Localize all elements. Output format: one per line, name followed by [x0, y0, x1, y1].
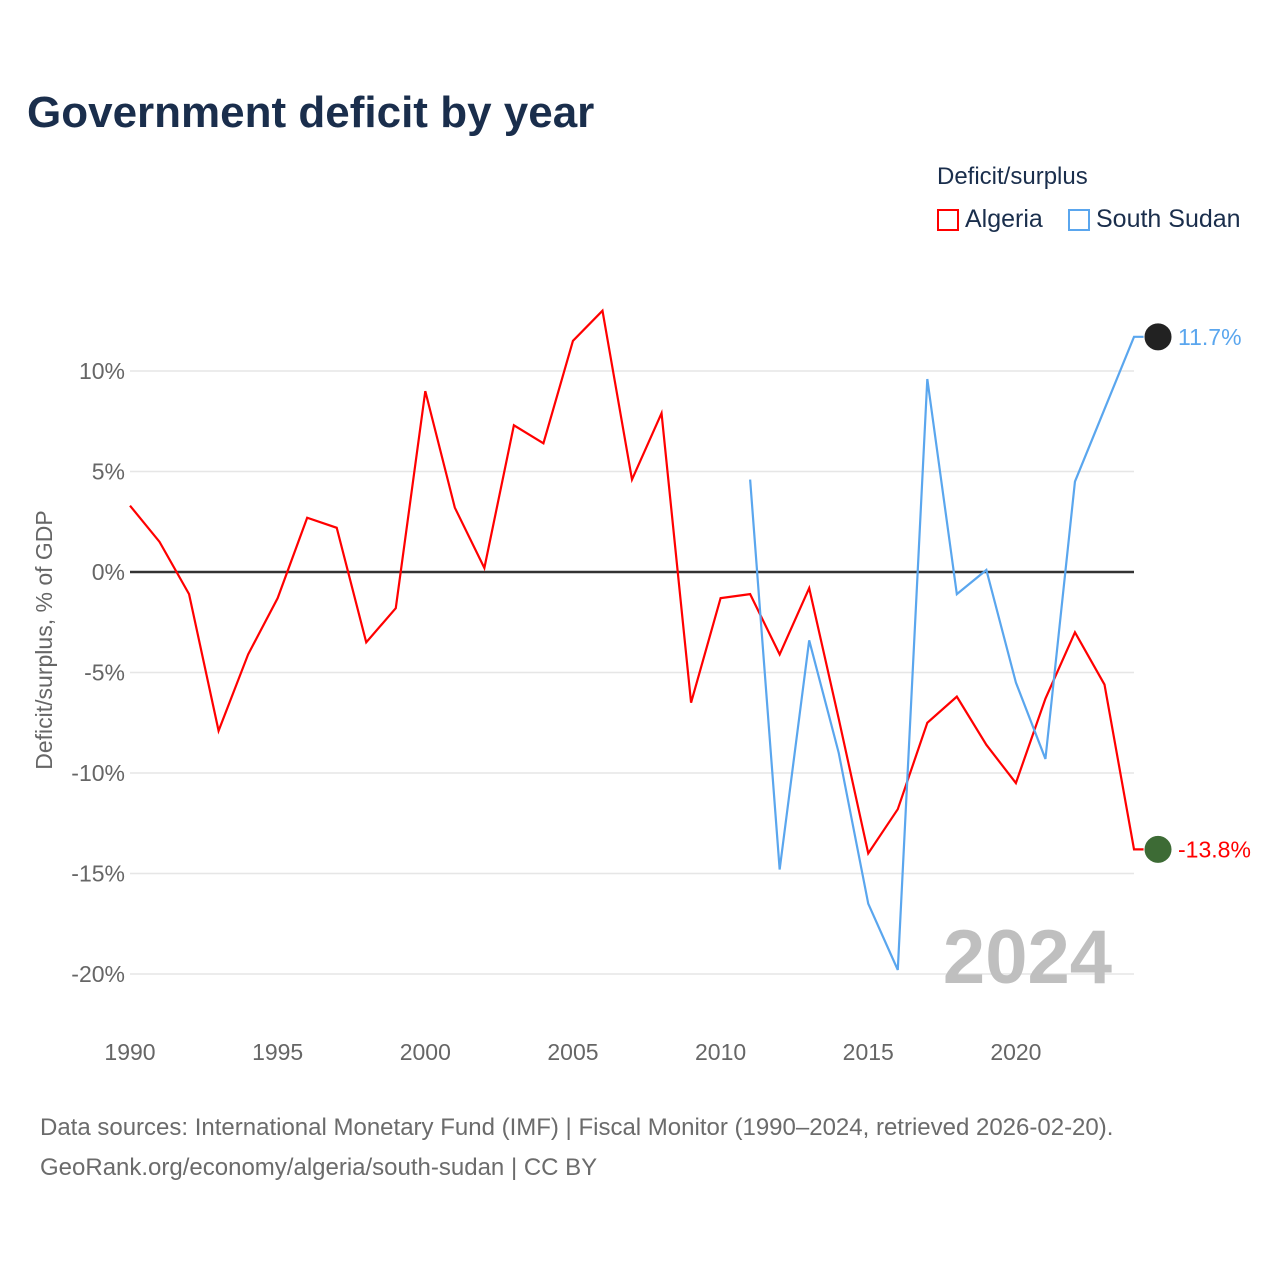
x-tick-label: 2015 [843, 1039, 894, 1065]
y-tick-label: -10% [71, 760, 125, 786]
y-axis-label: Deficit/surplus, % of GDP [31, 510, 57, 769]
y-tick-label: -20% [71, 961, 125, 987]
legend-item-algeria[interactable]: Algeria [937, 205, 1043, 234]
y-tick-label: 5% [92, 459, 125, 485]
source-line: Data sources: International Monetary Fun… [40, 1114, 1114, 1141]
legend-title: Deficit/surplus [937, 163, 1088, 190]
source-note: Data sources: International Monetary Fun… [40, 1108, 1113, 1188]
y-tick-label: 0% [92, 559, 125, 585]
x-tick-label: 2005 [547, 1039, 598, 1065]
series-line-south-sudan [749, 335, 1147, 971]
legend-item-south-sudan[interactable]: South Sudan [1068, 205, 1241, 234]
y-tick-label: 10% [79, 358, 125, 384]
year-watermark: 2024 [943, 915, 1112, 1000]
legend-swatch [1068, 208, 1090, 231]
y-tick-label: -5% [84, 660, 125, 686]
y-tick-label: -15% [71, 861, 125, 887]
x-tick-label: 1990 [104, 1039, 155, 1065]
end-value-label: 11.7% [1178, 324, 1242, 350]
source-link[interactable]: GeoRank.org/economy/algeria/south-sudan … [40, 1154, 598, 1181]
chart-title: Government deficit by year [27, 88, 595, 137]
legend-swatch [937, 208, 959, 231]
end-value-label: -13.8% [1178, 836, 1251, 862]
series-line-algeria [129, 308, 1147, 857]
legend-label: Algeria [965, 205, 1043, 233]
legend-label: South Sudan [1096, 205, 1241, 233]
x-tick-label: 2000 [400, 1039, 451, 1065]
flag-icon [1143, 834, 1173, 864]
x-tick-label: 2010 [695, 1039, 746, 1065]
x-tick-label: 1995 [252, 1039, 303, 1065]
flag-icon [1143, 322, 1173, 352]
x-tick-label: 2020 [990, 1039, 1041, 1065]
